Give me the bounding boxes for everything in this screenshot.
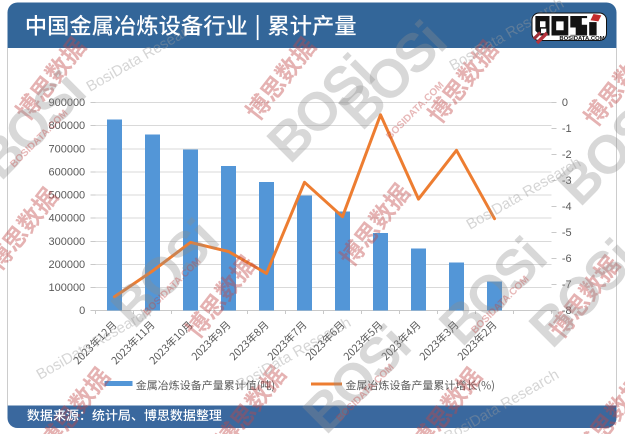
svg-text:700000: 700000 — [48, 143, 85, 155]
svg-text:-6: -6 — [562, 253, 572, 265]
svg-text:0: 0 — [562, 97, 568, 109]
svg-text:200000: 200000 — [48, 259, 85, 271]
svg-text:-4: -4 — [562, 201, 572, 213]
svg-text:600000: 600000 — [48, 166, 85, 178]
svg-text:0: 0 — [79, 305, 85, 317]
svg-text:300000: 300000 — [48, 236, 85, 248]
svg-text:400000: 400000 — [48, 213, 85, 225]
svg-text:BOSIDATA.COM: BOSIDATA.COM — [559, 36, 604, 42]
svg-text:-5: -5 — [562, 227, 572, 239]
svg-text:100000: 100000 — [48, 282, 85, 294]
svg-text:-1: -1 — [562, 123, 572, 135]
